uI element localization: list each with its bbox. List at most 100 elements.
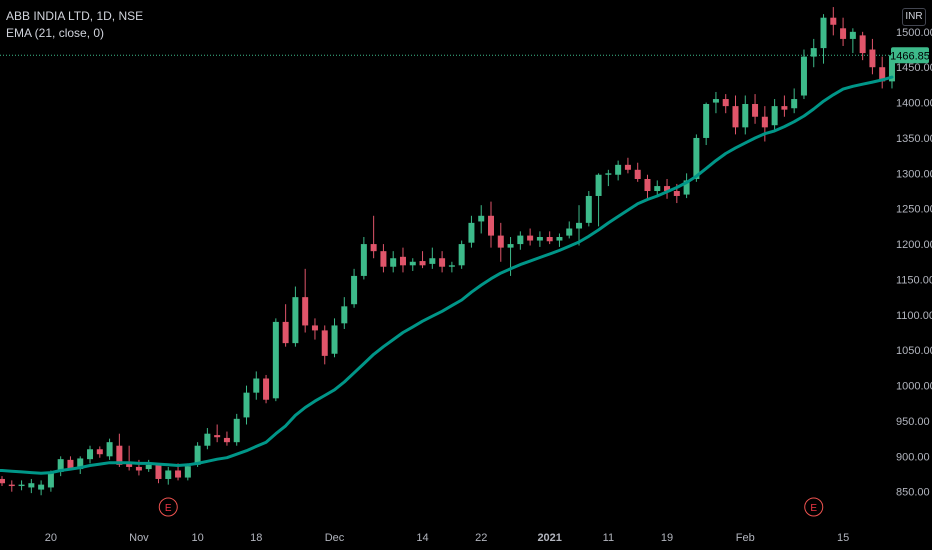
candle[interactable]: [292, 286, 299, 347]
candle[interactable]: [282, 304, 289, 347]
candle[interactable]: [761, 106, 768, 142]
candle[interactable]: [380, 244, 387, 273]
candle[interactable]: [752, 94, 759, 124]
candle[interactable]: [840, 17, 847, 46]
candle[interactable]: [497, 222, 504, 262]
candle[interactable]: [615, 160, 622, 181]
ema-indicator-title[interactable]: EMA (21, close, 0): [6, 26, 105, 40]
candle[interactable]: [321, 325, 328, 365]
candle[interactable]: [126, 445, 133, 471]
candle[interactable]: [311, 318, 318, 340]
candle[interactable]: [634, 162, 641, 182]
candle[interactable]: [468, 215, 475, 248]
candle[interactable]: [771, 99, 778, 130]
symbol-title[interactable]: ABB INDIA LTD, 1D, NSE: [6, 9, 144, 23]
candle[interactable]: [331, 318, 338, 358]
candle[interactable]: [448, 261, 455, 273]
candle-body: [605, 173, 612, 175]
candle[interactable]: [253, 371, 260, 400]
candle[interactable]: [341, 297, 348, 329]
candle[interactable]: [96, 446, 103, 458]
earnings-event-marker[interactable]: E: [804, 497, 824, 517]
candle[interactable]: [624, 157, 631, 174]
time-axis[interactable]: 20 Nov 10 18 Dec 14 22 2021 11 19 Feb 15: [45, 532, 849, 544]
candle-body: [106, 442, 113, 457]
candle[interactable]: [351, 268, 358, 308]
candle[interactable]: [683, 173, 690, 199]
candle[interactable]: [556, 233, 563, 247]
candle[interactable]: [859, 31, 866, 61]
candle-body: [302, 297, 309, 326]
candle[interactable]: [791, 88, 798, 114]
candle[interactable]: [419, 251, 426, 269]
candle[interactable]: [732, 95, 739, 135]
candle[interactable]: [38, 480, 45, 496]
candle[interactable]: [106, 438, 113, 460]
candle[interactable]: [664, 178, 671, 199]
candle[interactable]: [478, 205, 485, 234]
candle[interactable]: [214, 424, 221, 443]
candle[interactable]: [722, 94, 729, 114]
candle[interactable]: [0, 476, 5, 487]
candle[interactable]: [458, 240, 465, 269]
candle[interactable]: [87, 445, 94, 464]
candle-body: [566, 228, 573, 236]
candle[interactable]: [272, 318, 279, 402]
candle[interactable]: [879, 56, 886, 89]
currency-badge[interactable]: INR: [902, 8, 926, 26]
candle[interactable]: [566, 221, 573, 239]
candle[interactable]: [546, 231, 553, 245]
candle[interactable]: [155, 463, 162, 484]
candle[interactable]: [536, 231, 543, 247]
candle[interactable]: [8, 480, 15, 492]
candle[interactable]: [409, 258, 416, 271]
candle[interactable]: [77, 456, 84, 475]
candle[interactable]: [517, 231, 524, 250]
candle-body: [135, 466, 142, 471]
candle[interactable]: [595, 173, 602, 227]
candle[interactable]: [204, 428, 211, 450]
candle[interactable]: [830, 7, 837, 36]
candle[interactable]: [18, 480, 25, 491]
candle[interactable]: [302, 268, 309, 333]
candle[interactable]: [849, 28, 856, 54]
price-axis[interactable]: 850.00 900.00 950.00 1000.00 1050.00 1100.00 1…: [896, 27, 932, 499]
candle[interactable]: [390, 251, 397, 273]
candle[interactable]: [233, 413, 240, 446]
candle[interactable]: [703, 102, 710, 146]
candle[interactable]: [693, 134, 700, 182]
candle[interactable]: [781, 95, 788, 117]
candle[interactable]: [223, 431, 230, 446]
candle[interactable]: [439, 251, 446, 273]
candle[interactable]: [165, 466, 172, 485]
candle[interactable]: [527, 228, 534, 246]
candle[interactable]: [145, 459, 152, 472]
x-tick-label: Dec: [325, 532, 345, 544]
candle[interactable]: [429, 247, 436, 269]
candle[interactable]: [57, 456, 64, 477]
candle[interactable]: [810, 38, 817, 68]
candle-body: [38, 484, 45, 490]
candle[interactable]: [399, 247, 406, 273]
candle[interactable]: [370, 215, 377, 259]
candle[interactable]: [644, 174, 651, 199]
candle[interactable]: [869, 38, 876, 75]
candle-body: [595, 174, 602, 196]
candle-body: [488, 215, 494, 236]
candle[interactable]: [820, 14, 827, 64]
candle[interactable]: [263, 374, 270, 404]
candle[interactable]: [712, 91, 719, 114]
x-tick-label: 10: [191, 532, 203, 544]
candle[interactable]: [800, 49, 807, 100]
candle[interactable]: [585, 191, 592, 227]
candle[interactable]: [742, 95, 749, 135]
earnings-event-marker[interactable]: E: [158, 497, 178, 517]
candle[interactable]: [605, 169, 612, 187]
candle[interactable]: [488, 201, 494, 248]
candle[interactable]: [28, 478, 35, 494]
candle[interactable]: [576, 205, 583, 246]
candle[interactable]: [360, 237, 367, 280]
candle[interactable]: [243, 385, 250, 425]
